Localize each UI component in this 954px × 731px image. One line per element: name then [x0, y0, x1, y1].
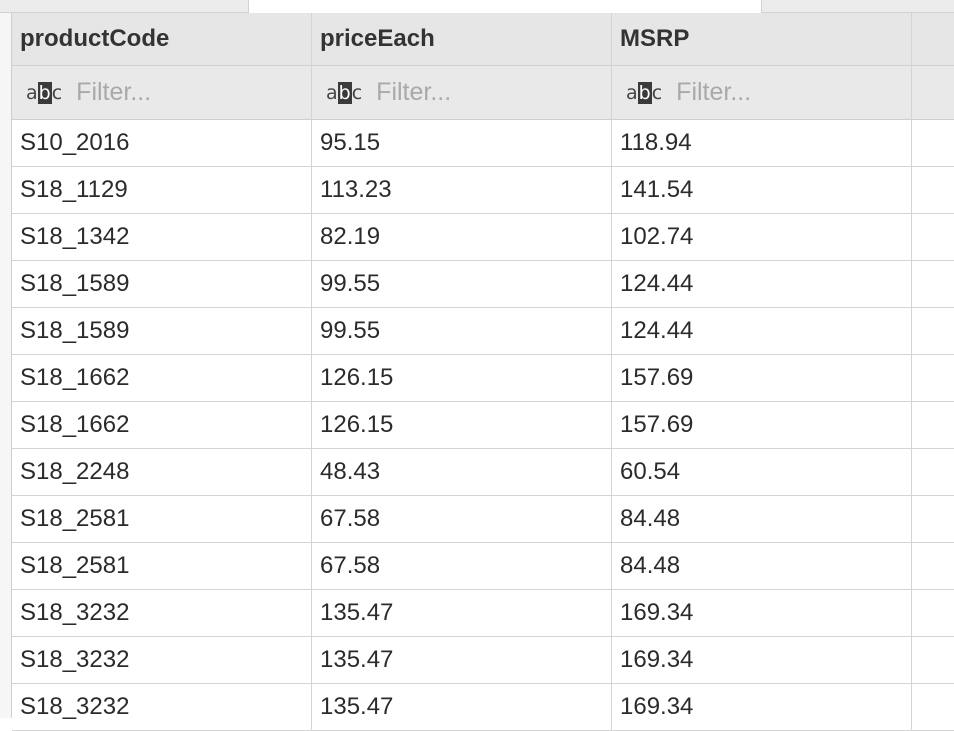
filter-placeholder: Filter... [676, 78, 752, 106]
table-row[interactable]: S18_2581 67.58 84.48 [12, 496, 954, 543]
cell-productCode[interactable]: S18_1662 [12, 402, 312, 448]
cell-spacer [912, 214, 954, 260]
cell-spacer [912, 449, 954, 495]
cell-priceEach[interactable]: 67.58 [312, 543, 612, 589]
cell-spacer [912, 496, 954, 542]
cell-MSRP[interactable]: 169.34 [612, 637, 912, 683]
active-tab[interactable] [248, 0, 762, 13]
cell-productCode[interactable]: S10_2016 [12, 120, 312, 166]
table-row[interactable]: S10_2016 95.15 118.94 [12, 120, 954, 167]
column-header-MSRP[interactable]: MSRP [612, 13, 912, 65]
cell-MSRP[interactable]: 124.44 [612, 308, 912, 354]
cell-productCode[interactable]: S18_1662 [12, 355, 312, 401]
tab-strip [0, 0, 954, 13]
table-row[interactable]: S18_1662 126.15 157.69 [12, 402, 954, 449]
cell-productCode[interactable]: S18_1129 [12, 167, 312, 213]
cell-productCode[interactable]: S18_2581 [12, 496, 312, 542]
filter-spacer [912, 66, 954, 119]
cell-productCode[interactable]: S18_1342 [12, 214, 312, 260]
cell-MSRP[interactable]: 102.74 [612, 214, 912, 260]
cell-priceEach[interactable]: 126.15 [312, 355, 612, 401]
cell-spacer [912, 355, 954, 401]
cell-productCode[interactable]: S18_1589 [12, 308, 312, 354]
cell-priceEach[interactable]: 135.47 [312, 637, 612, 683]
cell-priceEach[interactable]: 99.55 [312, 261, 612, 307]
cell-spacer [912, 402, 954, 448]
column-header-productCode[interactable]: productCode [12, 13, 312, 65]
cell-spacer [912, 167, 954, 213]
column-header-spacer [912, 13, 954, 65]
cell-spacer [912, 261, 954, 307]
cell-spacer [912, 590, 954, 636]
cell-productCode[interactable]: S18_1589 [12, 261, 312, 307]
cell-productCode[interactable]: S18_3232 [12, 637, 312, 683]
table-row[interactable]: S18_3232 135.47 169.34 [12, 637, 954, 684]
column-header-priceEach[interactable]: priceEach [312, 13, 612, 65]
cell-MSRP[interactable]: 118.94 [612, 120, 912, 166]
cell-priceEach[interactable]: 113.23 [312, 167, 612, 213]
cell-productCode[interactable]: S18_2581 [12, 543, 312, 589]
cell-MSRP[interactable]: 169.34 [612, 590, 912, 636]
cell-priceEach[interactable]: 135.47 [312, 590, 612, 636]
cell-priceEach[interactable]: 126.15 [312, 402, 612, 448]
table-row[interactable]: S18_3232 135.47 169.34 [12, 684, 954, 731]
cell-MSRP[interactable]: 84.48 [612, 543, 912, 589]
row-gutter [0, 13, 12, 718]
cell-MSRP[interactable]: 84.48 [612, 496, 912, 542]
filter-placeholder: Filter... [376, 78, 452, 106]
cell-priceEach[interactable]: 82.19 [312, 214, 612, 260]
cell-priceEach[interactable]: 99.55 [312, 308, 612, 354]
cell-priceEach[interactable]: 67.58 [312, 496, 612, 542]
cell-productCode[interactable]: S18_3232 [12, 590, 312, 636]
cell-priceEach[interactable]: 48.43 [312, 449, 612, 495]
filter-placeholder: Filter... [76, 78, 152, 106]
cell-MSRP[interactable]: 157.69 [612, 402, 912, 448]
cell-productCode[interactable]: S18_3232 [12, 684, 312, 730]
table-row[interactable]: S18_1589 99.55 124.44 [12, 261, 954, 308]
cell-spacer [912, 637, 954, 683]
table-row[interactable]: S18_1589 99.55 124.44 [12, 308, 954, 355]
table-row[interactable]: S18_1662 126.15 157.69 [12, 355, 954, 402]
table-row[interactable]: S18_1342 82.19 102.74 [12, 214, 954, 261]
cell-spacer [912, 543, 954, 589]
table-row[interactable]: S18_2248 48.43 60.54 [12, 449, 954, 496]
cell-MSRP[interactable]: 157.69 [612, 355, 912, 401]
cell-MSRP[interactable]: 124.44 [612, 261, 912, 307]
cell-MSRP[interactable]: 141.54 [612, 167, 912, 213]
cell-spacer [912, 684, 954, 730]
table-row[interactable]: S18_3232 135.47 169.34 [12, 590, 954, 637]
cell-priceEach[interactable]: 135.47 [312, 684, 612, 730]
table-row[interactable]: S18_2581 67.58 84.48 [12, 543, 954, 590]
cell-spacer [912, 308, 954, 354]
cell-spacer [912, 120, 954, 166]
cell-MSRP[interactable]: 60.54 [612, 449, 912, 495]
cell-productCode[interactable]: S18_2248 [12, 449, 312, 495]
table-row[interactable]: S18_1129 113.23 141.54 [12, 167, 954, 214]
header-row: productCode priceEach MSRP [12, 13, 954, 66]
cell-priceEach[interactable]: 95.15 [312, 120, 612, 166]
cell-MSRP[interactable]: 169.34 [612, 684, 912, 730]
